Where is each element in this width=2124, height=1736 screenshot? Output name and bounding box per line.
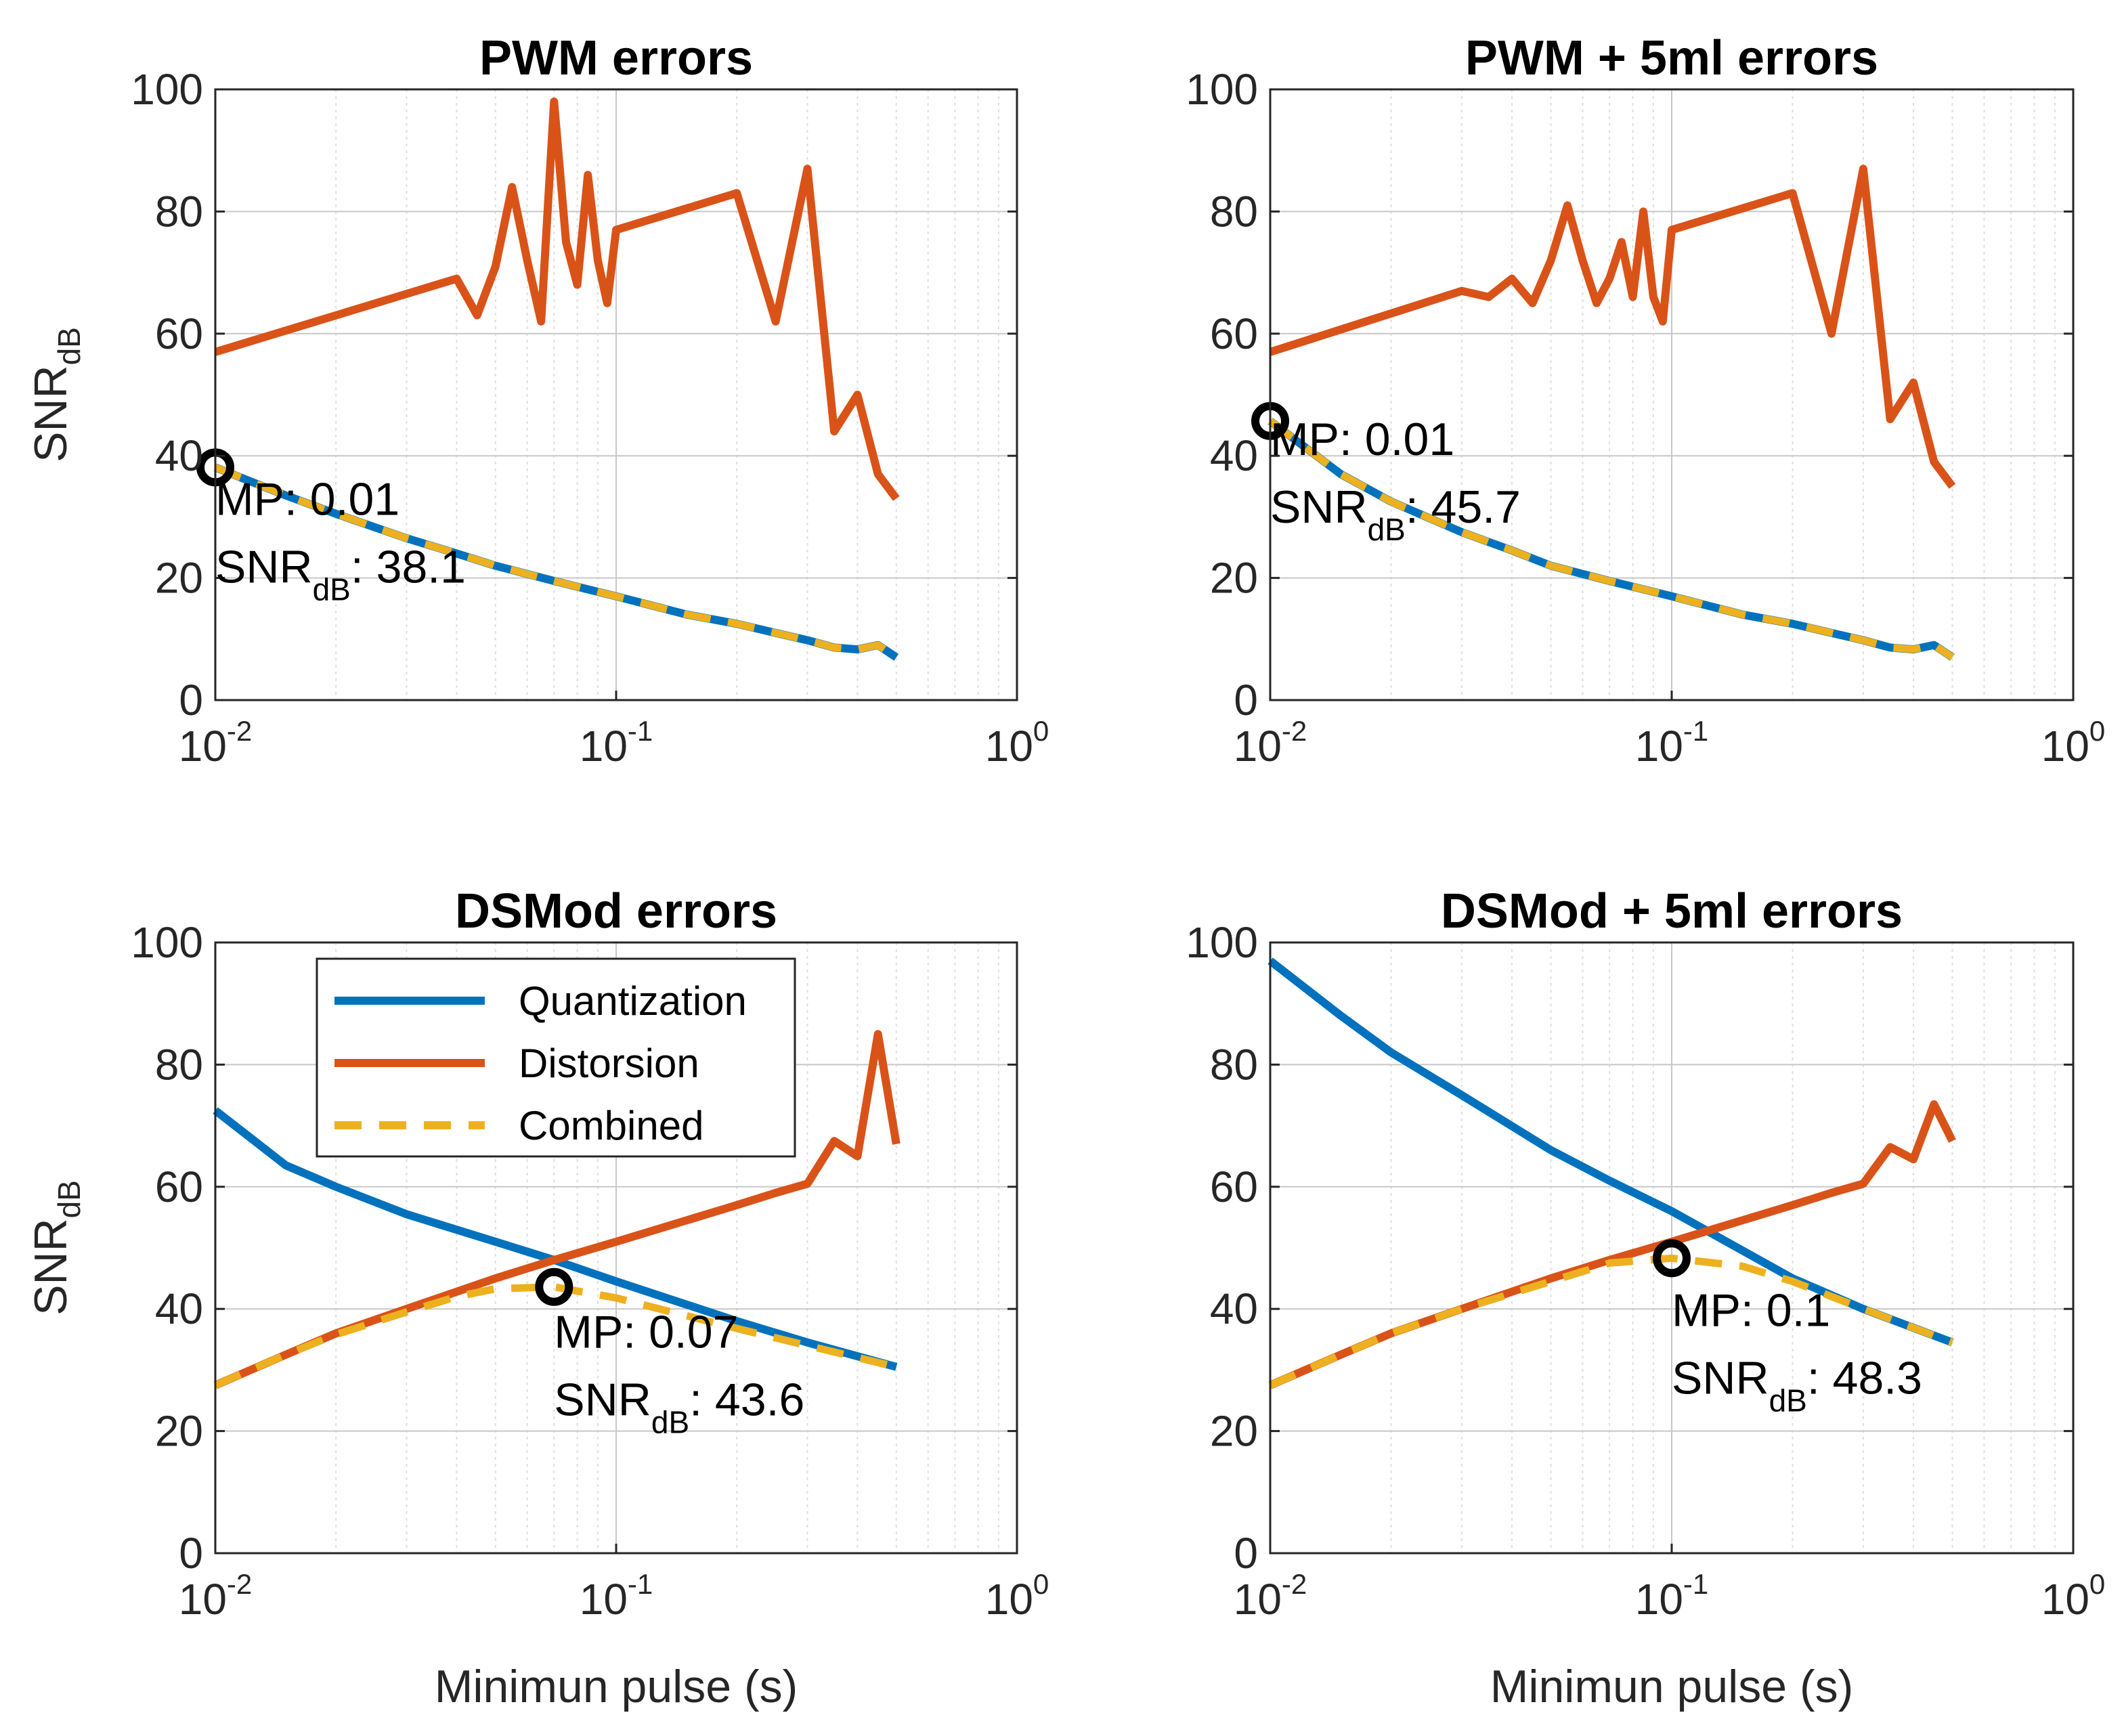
series-quantization-line bbox=[213, 1107, 898, 1371]
chart-title: PWM errors bbox=[479, 31, 753, 85]
x-tick-label: 10-1 bbox=[1635, 1568, 1709, 1624]
y-tick-label: 0 bbox=[1234, 1529, 1258, 1578]
x-tick-label: 10-2 bbox=[1234, 715, 1307, 771]
y-tick-label: 100 bbox=[1186, 918, 1258, 967]
x-tick-label: 10-2 bbox=[179, 715, 253, 771]
y-tick-label: 40 bbox=[1210, 431, 1258, 480]
y-tick-label: 60 bbox=[155, 309, 203, 358]
y-tick-label: 40 bbox=[155, 1284, 203, 1333]
datatip-mp-text: MP: 0.07 bbox=[554, 1307, 738, 1358]
legend-label-combined: Combined bbox=[519, 1103, 704, 1148]
y-tick-label: 60 bbox=[1210, 1163, 1258, 1211]
series-combined-line bbox=[213, 464, 898, 661]
y-tick-label: 0 bbox=[179, 1529, 203, 1578]
x-tick-label: 100 bbox=[985, 715, 1049, 771]
y-tick-label: 100 bbox=[1186, 65, 1258, 114]
y-tick-label: 80 bbox=[155, 1040, 203, 1089]
y-tick-label: 40 bbox=[155, 431, 203, 480]
datatip-snr-text: SNRdB: 45.7 bbox=[1270, 481, 1521, 547]
y-tick-label: 40 bbox=[1210, 1284, 1258, 1333]
y-tick-label: 100 bbox=[131, 65, 203, 114]
x-axis-label: Minimun pulse (s) bbox=[1490, 1661, 1854, 1712]
y-tick-label: 80 bbox=[155, 187, 203, 236]
y-tick-label: 80 bbox=[1210, 1040, 1258, 1089]
x-tick-label: 10-1 bbox=[580, 1568, 653, 1624]
series-combined-line bbox=[1267, 418, 1955, 661]
legend-label-distorsion: Distorsion bbox=[519, 1041, 699, 1086]
series-combined-line bbox=[1268, 1254, 1954, 1389]
y-tick-label: 20 bbox=[1210, 1407, 1258, 1456]
y-tick-label: 0 bbox=[179, 676, 203, 724]
x-tick-label: 100 bbox=[2041, 1568, 2106, 1624]
chart-panel-1: 0 20 40 60 80 100 10-2 10-1 100 PWM errors SNRdB MP… bbox=[25, 31, 1049, 771]
y-axis-label: SNRdB bbox=[25, 1180, 87, 1316]
series-quantization-line bbox=[1267, 957, 1954, 1347]
x-tick-label: 10-1 bbox=[1635, 715, 1709, 771]
x-tick-label: 10-2 bbox=[179, 1568, 253, 1624]
y-axis-label: SNRdB bbox=[25, 327, 87, 462]
datatip-snr-text: SNRdB: 38.1 bbox=[215, 541, 466, 607]
datatip-marker bbox=[535, 1267, 573, 1306]
chart-title: PWM + 5ml errors bbox=[1465, 31, 1878, 85]
y-tick-label: 0 bbox=[1234, 676, 1258, 724]
y-tick-label: 60 bbox=[155, 1163, 203, 1211]
datatip-mp-text: MP: 0.1 bbox=[1672, 1284, 1830, 1336]
datatip-snr-text: SNRdB: 48.3 bbox=[1672, 1352, 1922, 1418]
y-tick-label: 20 bbox=[155, 1407, 203, 1456]
datatip-mp-text: MP: 0.01 bbox=[215, 473, 399, 525]
chart-title: DSMod + 5ml errors bbox=[1441, 884, 1903, 938]
x-tick-label: 10-2 bbox=[1234, 1568, 1307, 1624]
datatip-snr-text: SNRdB: 43.6 bbox=[554, 1374, 804, 1440]
datatip-marker bbox=[1653, 1239, 1691, 1278]
chart-panel-3: 0 20 40 60 80 100 10-2 10-1 100 DSMod errors SNRdB… bbox=[25, 884, 1049, 1712]
chart-panel-2: 0 20 40 60 80 100 10-2 10-1 100 PWM + 5ml errors M… bbox=[1186, 31, 2105, 771]
y-tick-label: 20 bbox=[1210, 554, 1258, 603]
x-tick-label: 100 bbox=[2041, 715, 2106, 771]
series-distorsion-line bbox=[1269, 165, 1956, 489]
y-tick-label: 100 bbox=[131, 918, 203, 967]
chart-panel-4: 0 20 40 60 80 100 10-2 10-1 100 DSMod + 5ml error… bbox=[1186, 884, 2105, 1712]
x-tick-label: 100 bbox=[985, 1568, 1049, 1624]
datatip-mp-text: MP: 0.01 bbox=[1270, 414, 1454, 465]
x-axis-label: Minimun pulse (s) bbox=[435, 1661, 798, 1712]
legend: Quantization Distorsion Combined bbox=[316, 957, 796, 1158]
x-tick-label: 10-1 bbox=[580, 715, 653, 771]
chart-title: DSMod errors bbox=[455, 884, 777, 938]
y-tick-label: 80 bbox=[1210, 187, 1258, 236]
series-combined-line bbox=[213, 1283, 898, 1389]
y-tick-label: 20 bbox=[155, 554, 203, 603]
series-distorsion-line bbox=[214, 97, 900, 501]
legend-label-quantization: Quantization bbox=[519, 978, 747, 1024]
y-tick-label: 60 bbox=[1210, 309, 1258, 358]
